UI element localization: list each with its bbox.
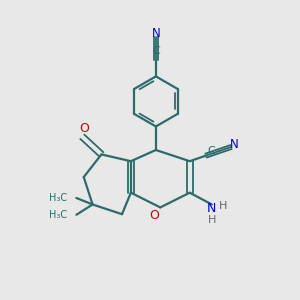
Text: O: O [79, 122, 89, 135]
Text: C: C [207, 146, 215, 156]
Text: H₃C: H₃C [50, 193, 68, 203]
Text: N: N [207, 202, 217, 214]
Text: N: N [230, 138, 239, 151]
Text: H: H [208, 215, 216, 225]
Text: H₃C: H₃C [50, 210, 68, 220]
Text: C: C [152, 46, 160, 56]
Text: H: H [219, 201, 227, 211]
Text: N: N [152, 27, 160, 40]
Text: O: O [149, 209, 159, 222]
